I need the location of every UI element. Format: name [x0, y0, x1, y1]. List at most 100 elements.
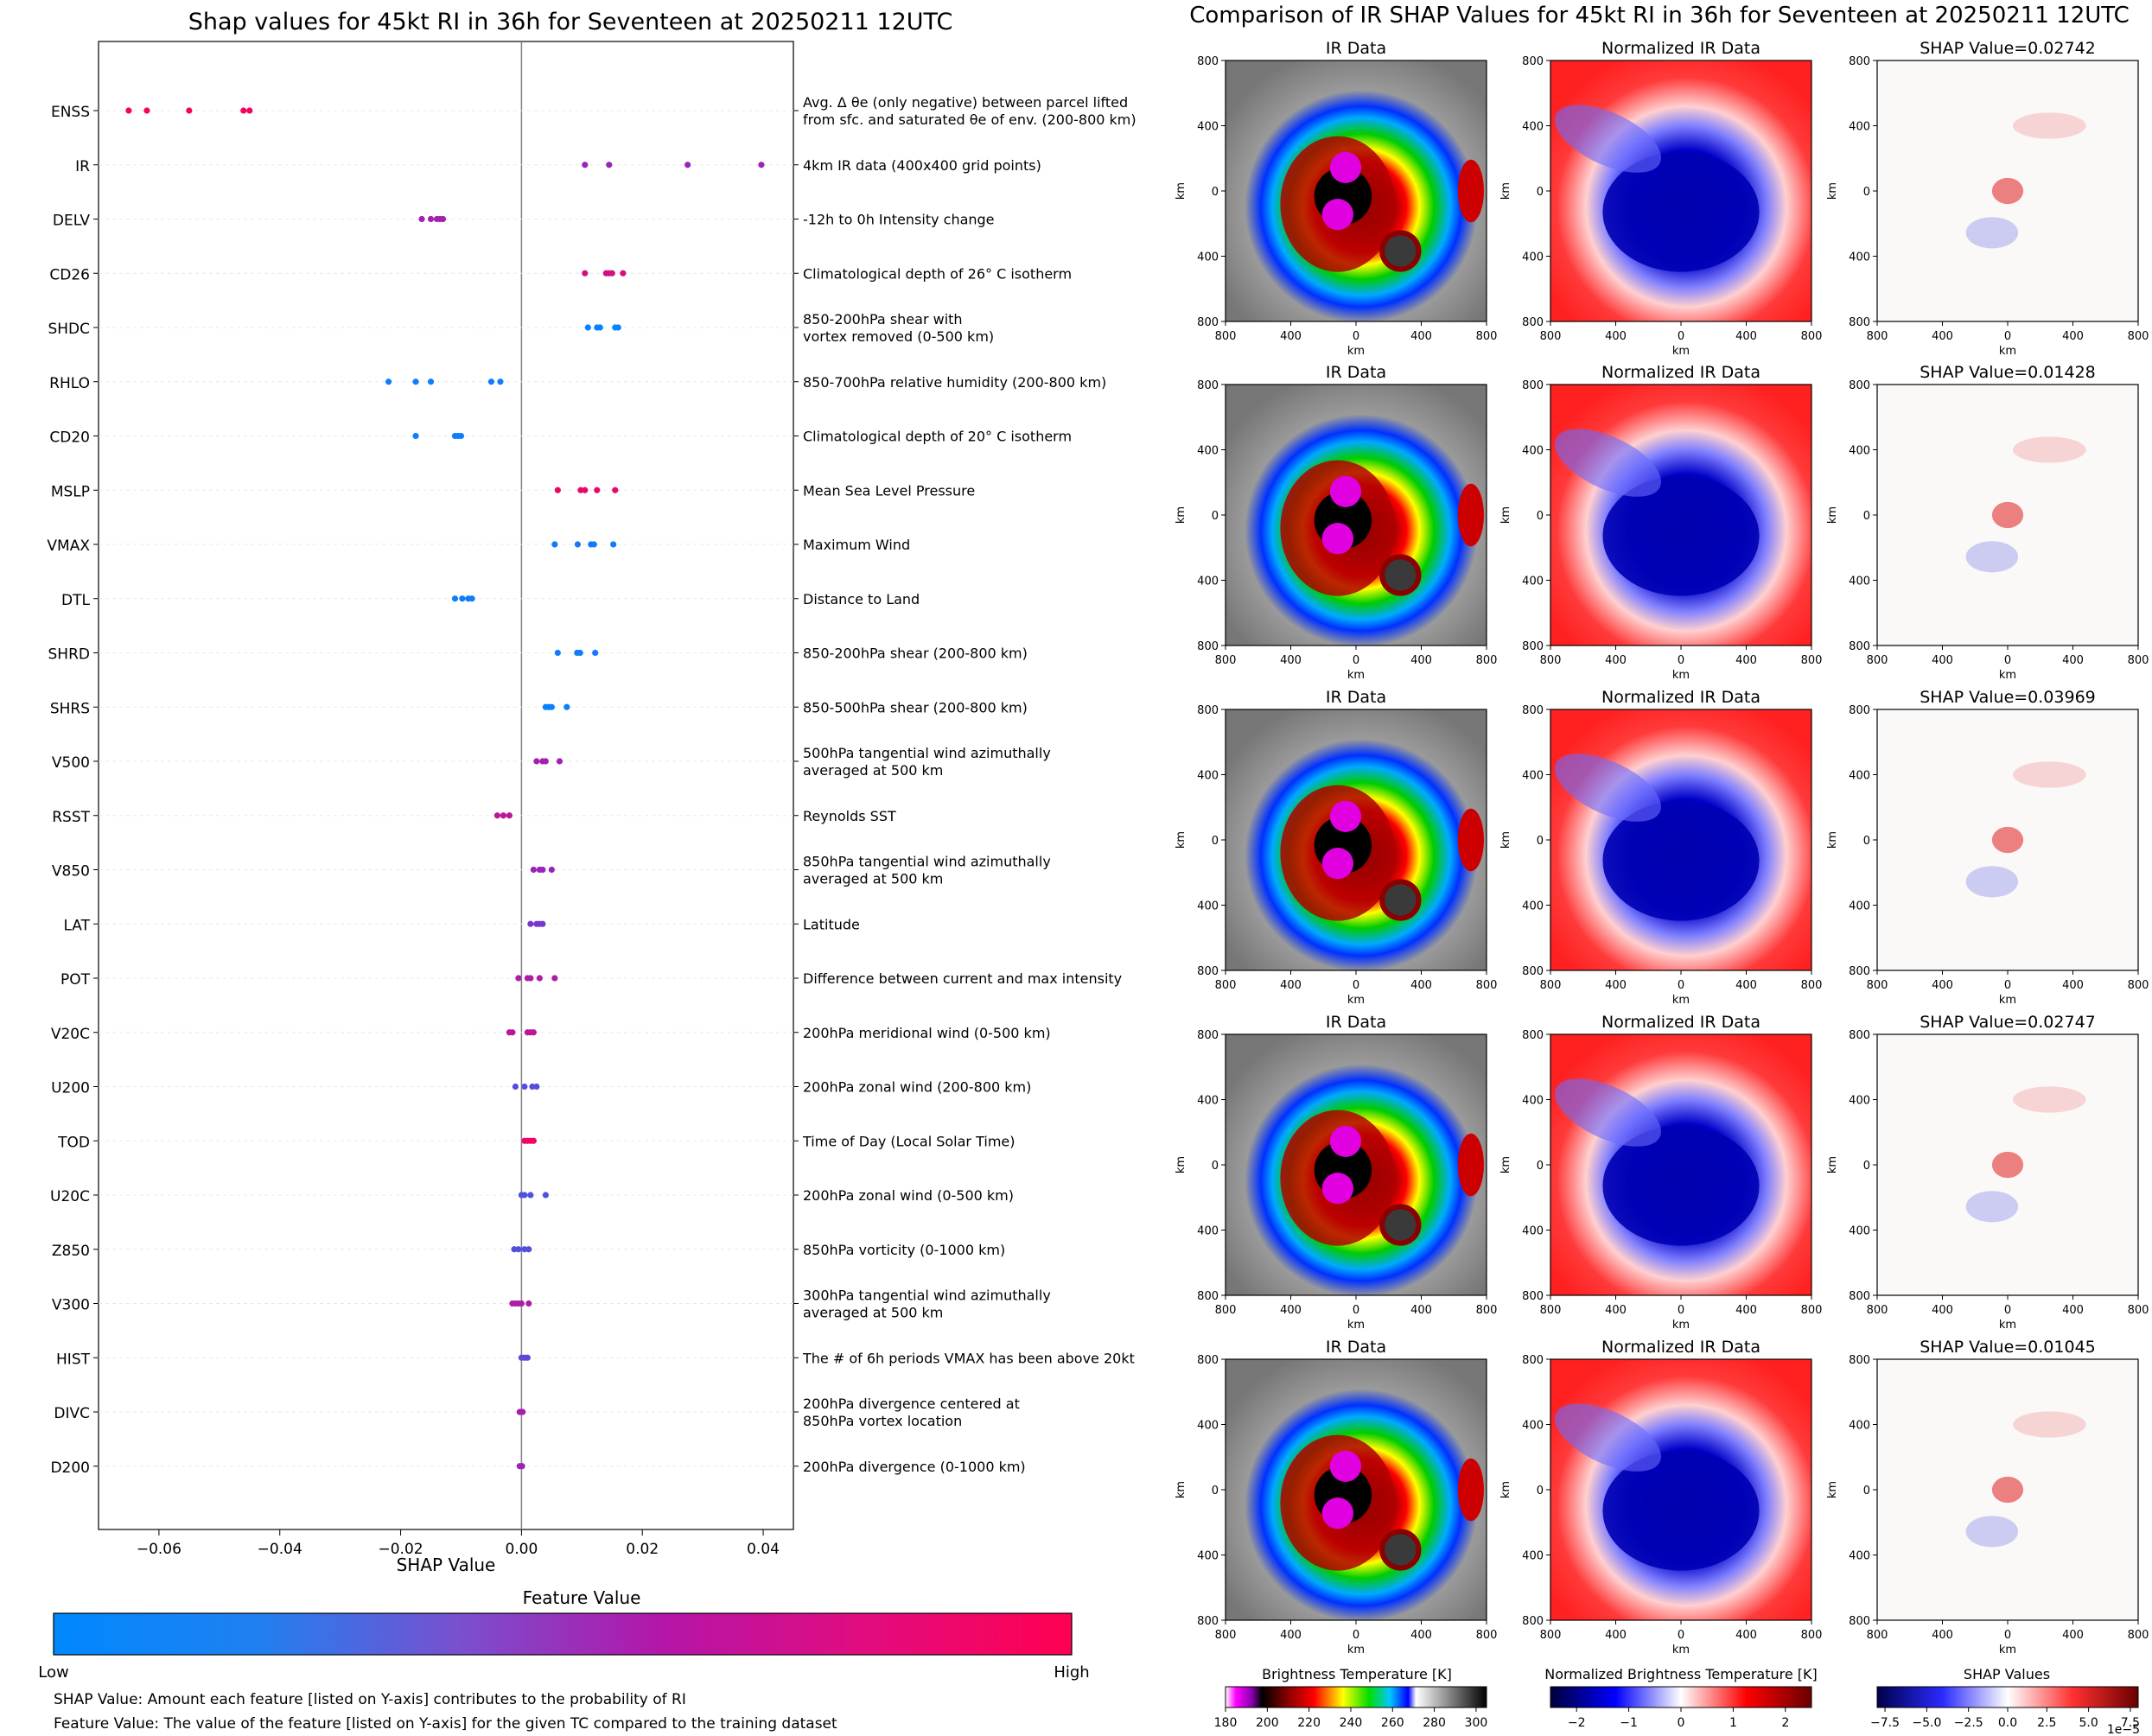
map-x-tick-label: 0: [1353, 654, 1359, 667]
shap-colorbar-bar: [1876, 1686, 2139, 1708]
colorbar-low-label: Low: [38, 1663, 68, 1682]
colorbar-tick-label: −2: [1568, 1716, 1586, 1730]
shap-point: [527, 1192, 534, 1199]
shap-point: [518, 1300, 525, 1307]
coldest-cloud-top: [1329, 1450, 1362, 1482]
feature-description: Climatological depth of 26° C isotherm: [803, 265, 1072, 282]
feature-name: RSST: [52, 809, 90, 826]
map-y-tick-label: 800: [1849, 55, 1870, 68]
map-panel-title: SHAP Value=0.02742: [1920, 39, 2096, 58]
map-y-tick-label: 0: [1212, 510, 1219, 523]
map-y-tick-label: 400: [1849, 1550, 1870, 1563]
map-panel-r2-c3: SHAP Value=0.014288008004004000040040080…: [1826, 363, 2149, 682]
map-x-tick-label: 800: [1867, 979, 1888, 992]
map-y-label: km: [1826, 506, 1839, 524]
shap-point: [530, 1029, 537, 1036]
map-panel-r1-c3: SHAP Value=0.027428008004004000040040080…: [1826, 39, 2149, 358]
map-y-tick-label: 400: [1197, 121, 1219, 134]
feature-row-vmax: VMAX Maximum Wind: [47, 537, 910, 555]
feature-row-v20c: V20C 200hPa meridional wind (0-500 km): [51, 1025, 1051, 1043]
feature-description: vortex removed (0-500 km): [803, 328, 994, 345]
shap-negative-area: [1965, 1191, 2019, 1223]
map-x-tick-label: 800: [1476, 1629, 1498, 1642]
feature-description: averaged at 500 km: [803, 762, 943, 779]
feature-row-lat: LAT Latitude: [63, 916, 859, 934]
shap-positive-area: [2013, 1411, 2086, 1438]
map-x-tick-label: 800: [1867, 330, 1888, 343]
norm-colorbar-label: Normalized Brightness Temperature [K]: [1544, 1666, 1818, 1682]
feature-row-dtl: DTL Distance to Land: [61, 591, 920, 609]
left-title: Shap values for 45kt RI in 36h for Seven…: [188, 9, 953, 35]
map-y-tick-label: 800: [1522, 379, 1544, 392]
map-y-tick-label: 400: [1522, 445, 1544, 458]
map-y-tick-label: 0: [1537, 835, 1544, 848]
shap-positive-area: [2013, 1086, 2086, 1113]
map-x-tick-label: 800: [1215, 979, 1237, 992]
feature-description: 300hPa tangential wind azimuthally: [803, 1288, 1051, 1304]
feature-description: 200hPa divergence centered at: [803, 1396, 1020, 1412]
feature-description: Distance to Land: [803, 591, 920, 607]
feature-row-z850: Z850 850hPa vorticity (0-1000 km): [52, 1242, 1005, 1260]
feature-name: POT: [60, 971, 91, 989]
map-panel-r3-c3: SHAP Value=0.039698008004004000040040080…: [1826, 688, 2149, 1007]
shap-point: [539, 866, 546, 874]
shap-colorbar-label: SHAP Values: [1964, 1666, 2050, 1682]
shap-point: [608, 270, 615, 277]
feature-row-rhlo: RHLO 850-700hPa relative humidity (200-80…: [49, 374, 1106, 392]
feature-description: The # of 6h periods VMAX has been above …: [802, 1350, 1135, 1366]
shap-point: [592, 649, 599, 657]
shap-point: [457, 432, 465, 440]
shap-colorbar-ticks: −7.5 −5.0 −2.5 0.0 2.5 5.0 7.5: [1870, 1707, 2140, 1730]
map-y-tick-label: 0: [1212, 835, 1219, 848]
feature-name: CD26: [49, 266, 90, 283]
map-y-label: km: [1175, 1156, 1187, 1173]
map-x-tick-label: 0: [1678, 654, 1684, 667]
map-x-tick-label: 400: [1280, 330, 1302, 343]
shap-positive-area: [2013, 761, 2086, 788]
feature-name: U20C: [50, 1188, 90, 1205]
feature-name: IR: [75, 158, 90, 175]
shap-plot-frame: [98, 41, 794, 1530]
x-axis-label: SHAP Value: [397, 1555, 496, 1575]
secondary-convection: [1379, 879, 1422, 921]
shap-point: [594, 486, 601, 493]
map-x-tick-label: 400: [2062, 330, 2084, 343]
feature-description: averaged at 500 km: [803, 1305, 943, 1321]
coldest-cloud-top: [1321, 848, 1353, 880]
map-y-tick-label: 0: [1537, 186, 1544, 199]
map-y-tick-label: 800: [1197, 640, 1219, 653]
shap-point: [385, 378, 392, 385]
map-x-tick-label: 0: [1678, 1629, 1684, 1642]
map-x-tick-label: 0: [2004, 1629, 2011, 1642]
map-y-tick-label: 800: [1197, 379, 1219, 392]
feature-name: ENSS: [51, 104, 90, 121]
feature-description: 200hPa zonal wind (200-800 km): [803, 1079, 1031, 1096]
feature-row-enss: ENSS Avg. Δ θe (only negative) between pa…: [51, 94, 1136, 128]
secondary-convection: [1379, 1204, 1422, 1246]
map-x-tick-label: 0: [2004, 330, 2011, 343]
map-y-label: km: [1175, 1481, 1187, 1498]
map-y-label: km: [1499, 831, 1512, 849]
shap-point: [551, 541, 558, 548]
shap-point: [240, 107, 247, 114]
map-x-tick-label: 0: [2004, 654, 2011, 667]
norm-colorbar-bar: [1550, 1686, 1812, 1708]
map-x-tick-label: 800: [1476, 1304, 1498, 1317]
map-x-tick-label: 800: [1215, 1304, 1237, 1317]
shap-positive-area: [1991, 1151, 2024, 1179]
map-y-tick-label: 800: [1522, 1354, 1544, 1367]
map-x-tick-label: 400: [1410, 979, 1432, 992]
shap-point: [524, 1354, 531, 1361]
map-x-tick-label: 800: [2128, 654, 2149, 667]
map-y-tick-label: 400: [1197, 770, 1219, 783]
feature-description: 200hPa divergence (0-1000 km): [803, 1459, 1026, 1475]
map-x-tick-label: 800: [2128, 979, 2149, 992]
map-y-tick-label: 400: [1849, 1095, 1870, 1108]
feature-description: Reynolds SST: [803, 808, 896, 824]
map-y-tick-label: 800: [1197, 1615, 1219, 1628]
map-x-tick-label: 400: [1605, 330, 1627, 343]
bt-colorbar: Brightness Temperature [K] 180 200 220 240 2…: [1214, 1666, 1488, 1730]
map-x-tick-label: 800: [2128, 330, 2149, 343]
